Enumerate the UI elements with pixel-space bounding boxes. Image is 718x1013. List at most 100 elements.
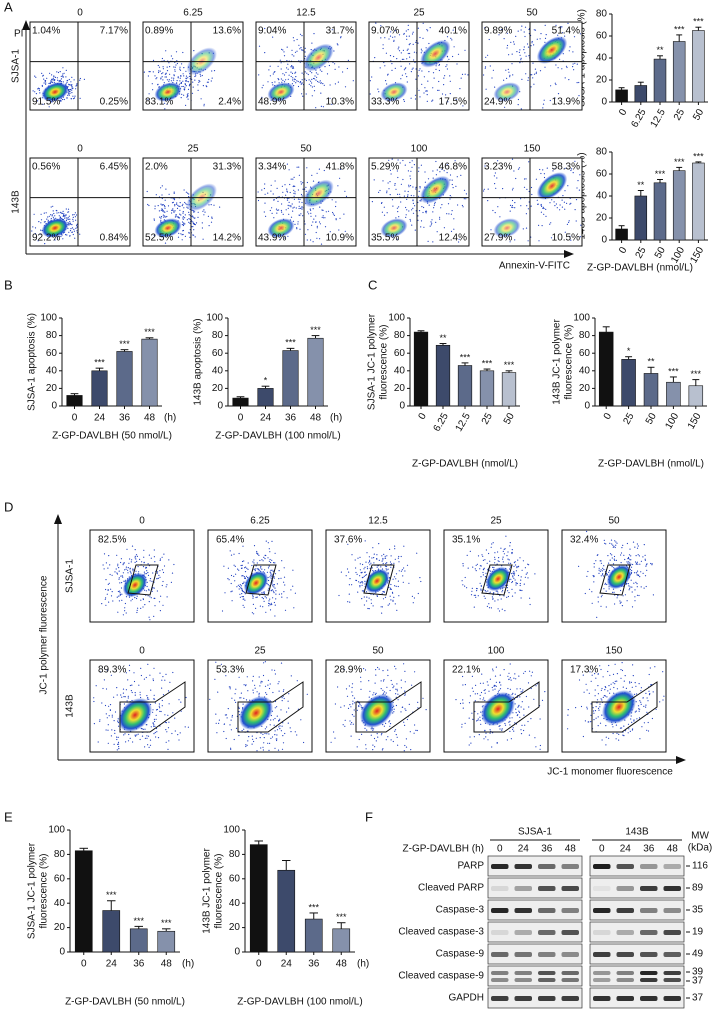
density [303,43,334,72]
event [182,211,184,213]
event [153,725,155,727]
event [409,185,412,187]
bar [74,850,93,953]
event [340,706,342,708]
event [62,212,64,214]
event [75,214,78,216]
event [153,234,155,236]
event [433,204,435,206]
event [194,224,196,226]
event [436,231,438,233]
event [164,76,166,78]
event [290,205,292,207]
event [188,211,190,213]
event [187,98,189,100]
event [165,188,167,190]
event [592,710,595,712]
event [506,739,508,741]
event [604,695,607,697]
event [269,724,271,726]
event [640,703,642,706]
event [274,673,276,675]
event [107,583,109,586]
event [638,710,640,712]
event [231,600,233,602]
event [311,42,313,44]
y-tick-label: 80 [394,330,406,341]
event [200,98,202,100]
event [185,75,188,77]
bar [479,370,495,407]
event [638,683,640,685]
event [540,211,543,213]
event [149,578,152,580]
event [252,680,254,682]
event [38,221,40,223]
event [375,674,377,676]
event [428,71,430,73]
event [270,574,272,576]
event [531,193,533,196]
gate [127,564,159,596]
event [158,210,160,212]
event [352,80,354,82]
event [165,722,167,724]
event [356,746,358,748]
event [267,567,270,569]
event [613,591,615,593]
event [435,160,437,163]
event [266,571,268,573]
event [452,29,454,31]
event [164,679,166,681]
event [397,744,399,746]
event [161,208,163,210]
dose-label: 25 [413,8,425,19]
density [380,218,408,238]
event [385,52,387,54]
event [229,724,231,726]
event [418,195,420,197]
event [152,59,155,62]
event [280,68,282,70]
event [152,587,154,589]
event [359,569,361,571]
event [148,601,150,603]
event [633,719,635,721]
x-tick-label: 150 [686,411,704,431]
event [193,50,195,52]
event [637,545,639,547]
event [285,71,287,74]
event [354,559,356,561]
event [285,79,287,81]
event [492,597,494,599]
event [243,598,245,600]
event [588,588,591,590]
event [260,747,262,749]
event [364,574,367,576]
event [525,73,527,75]
gate [119,681,186,733]
event [612,591,614,594]
y-tick-label: 20 [229,922,241,933]
event [127,572,129,574]
event [298,205,300,207]
event [344,190,346,192]
event [136,734,138,736]
event [290,589,292,591]
event [73,228,75,230]
event [269,609,272,611]
event [464,585,466,587]
event [296,38,298,41]
event [292,66,294,68]
event [312,77,315,80]
event [485,88,487,90]
event [284,237,286,239]
event [346,695,349,697]
event [525,213,528,215]
event [289,191,291,194]
event [348,571,350,573]
event [380,606,382,608]
event [512,575,514,577]
event [219,206,221,208]
event [423,92,425,94]
